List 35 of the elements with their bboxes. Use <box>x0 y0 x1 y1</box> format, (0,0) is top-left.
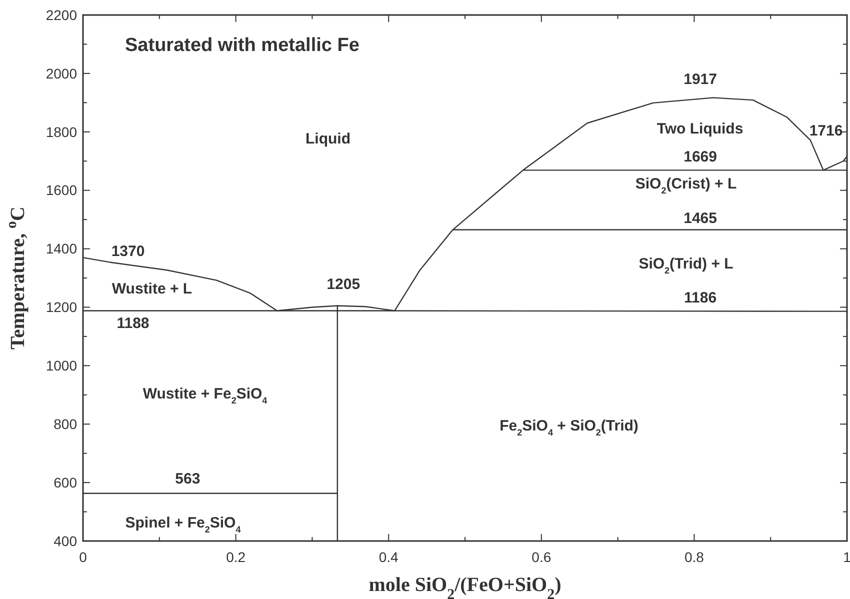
y-tick-label: 600 <box>54 474 78 490</box>
annotation: Spinel + Fe$_{2}$SiO$_{4}$ <box>125 514 241 534</box>
y-tick-label: 1800 <box>46 124 78 140</box>
annotation: Liquid <box>306 130 350 148</box>
x-tick-label: 0 <box>79 549 88 565</box>
annotation: Wustite + Fe$_{2}$SiO$_{4}$ <box>142 385 268 406</box>
text: Saturated with metallic Fe <box>125 35 360 56</box>
y-tick-label: 1200 <box>46 299 78 316</box>
annotation: 1188 <box>116 314 150 332</box>
y-tick-label: 400 <box>54 532 78 549</box>
x-tick-label: 1 <box>843 549 850 565</box>
annotation: 1370 <box>111 242 145 260</box>
annotation: SiO$_{2}$(Trid) + L <box>638 255 734 276</box>
annotation: 1669 <box>684 148 717 166</box>
y-tick-label: 800 <box>54 416 78 432</box>
x-tick-label: 0.8 <box>684 549 704 565</box>
y-tick-label: 1400 <box>46 240 78 257</box>
annotation: 1205 <box>326 276 360 294</box>
y-tick-label: 1000 <box>46 358 78 374</box>
annotation: Two Liquids <box>656 120 744 138</box>
x-tick-label: 0.2 <box>226 549 246 565</box>
annotation: Wustite + L <box>112 280 192 298</box>
y-tick-label: 2000 <box>46 65 78 82</box>
annotation: 1716 <box>809 122 843 140</box>
annotation: Fe$_{2}$SiO$_{4}$ + SiO$_{2}$(Trid) <box>500 417 638 438</box>
annotation: 1917 <box>684 70 717 88</box>
y-tick-label: 1600 <box>46 182 78 198</box>
annotation: 1186 <box>684 290 717 307</box>
y-tick-label: 2200 <box>46 6 78 23</box>
annotation: 563 <box>175 470 200 488</box>
x-tick-label: 0.6 <box>532 549 552 565</box>
annotation: 1465 <box>684 210 717 228</box>
x-axis-title: mole SiO$_{2}$/(FeO+SiO$_{2}$) <box>368 574 562 599</box>
x-tick-label: 0.4 <box>378 549 399 565</box>
annotation: SiO$_{2}$(Crist) + L <box>635 175 737 196</box>
